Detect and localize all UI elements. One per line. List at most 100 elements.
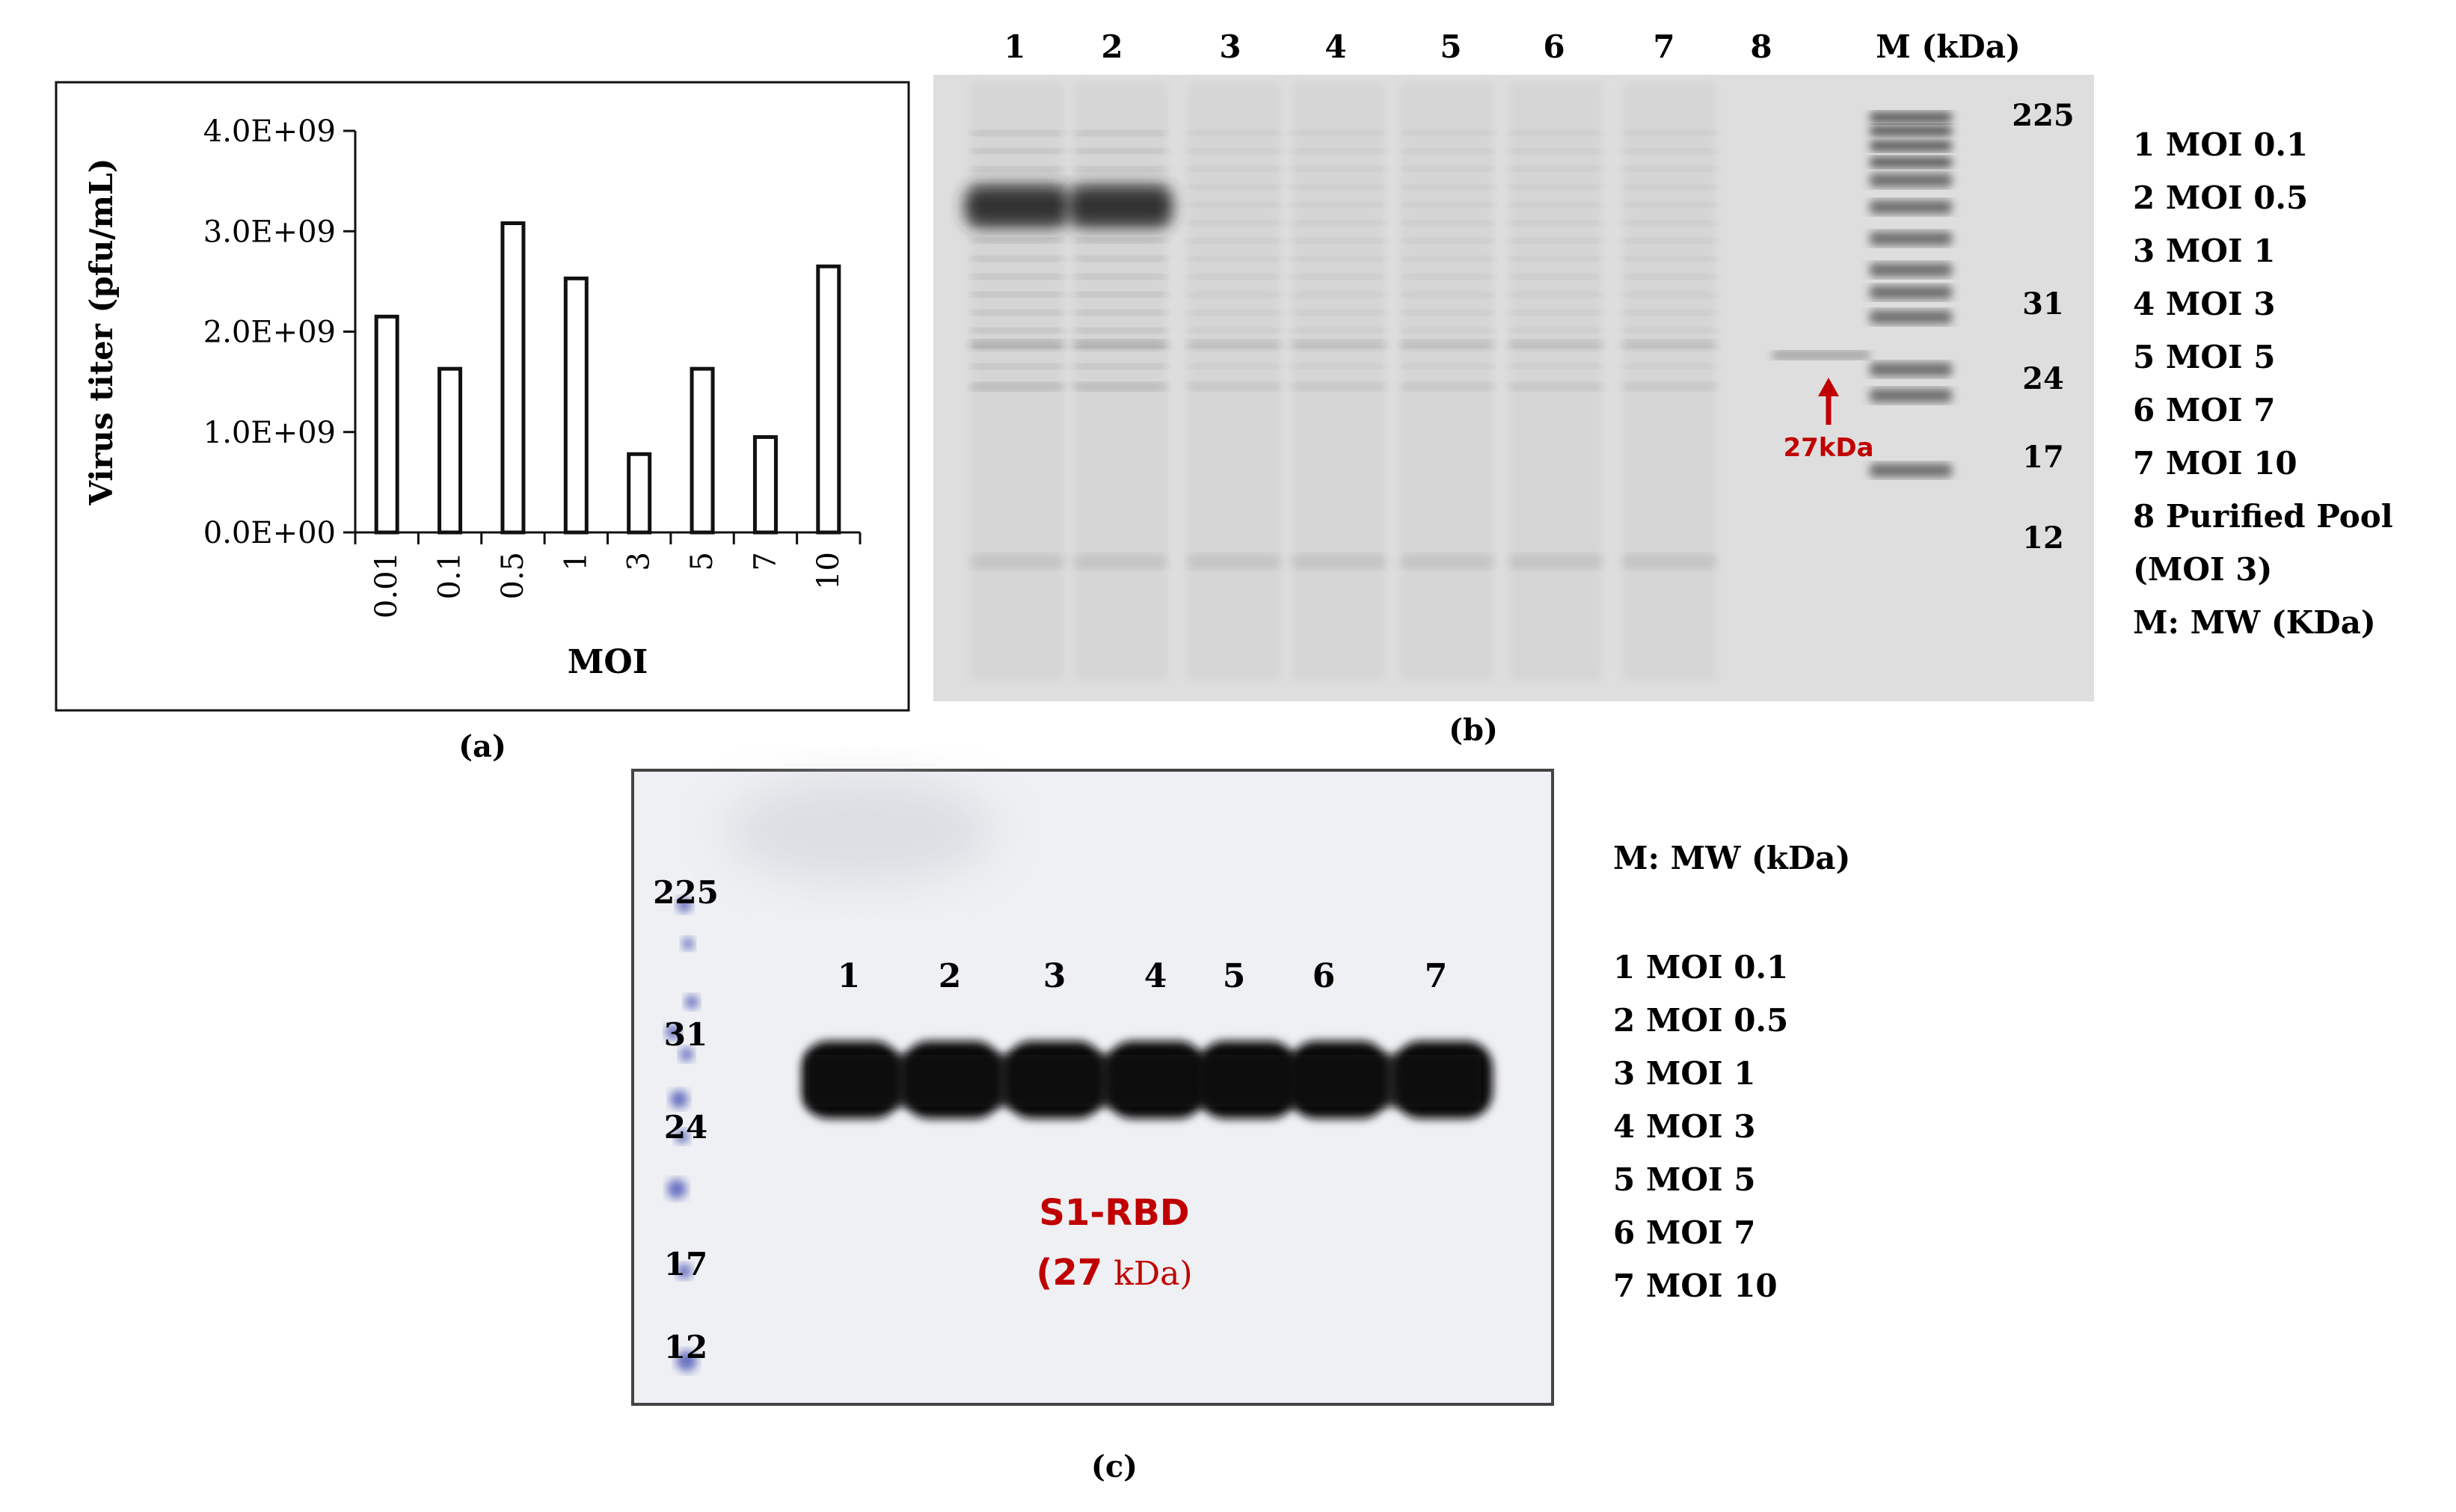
blot-c-legend-item: 3 MOI 1 — [1613, 1055, 1755, 1092]
gel-faint-band — [1292, 185, 1385, 189]
gel-faint-band — [971, 364, 1063, 369]
marker-band — [1870, 286, 1952, 299]
gel-faint-band — [1509, 328, 1602, 333]
marker-dot — [676, 1350, 697, 1371]
panel-c-label: (c) — [1091, 1449, 1138, 1484]
gel-faint-band — [1292, 340, 1385, 348]
gel-faint-band — [1292, 383, 1385, 390]
gel-faint-band — [1074, 149, 1167, 153]
gel-faint-band — [1074, 346, 1167, 351]
gel-faint-band — [1623, 364, 1716, 369]
gel-faint-band — [1074, 239, 1167, 243]
gel-b-legend-item: 7 MOI 10 — [2133, 445, 2297, 482]
panel-a-label: (a) — [458, 729, 506, 764]
panel-a: 0.0E+00 1.0E+09 2.0E+09 3.0E+09 4.0E+09 0.01 0… — [55, 81, 910, 764]
gel-faint-band — [1623, 239, 1716, 243]
blot-c-marker-label: 24 — [664, 1109, 707, 1146]
gel-faint-band — [971, 555, 1063, 568]
gel-b-legend-item: M: MW (KDa) — [2133, 604, 2376, 641]
marker-dot — [667, 1179, 687, 1199]
marker-dot — [675, 1130, 689, 1143]
gel-faint-band — [1401, 274, 1493, 279]
gel-faint-band — [1509, 185, 1602, 189]
y-tick-label: 4.0E+09 — [203, 114, 336, 149]
gel-faint-band — [1188, 364, 1280, 369]
gel-faint-band — [1401, 310, 1493, 315]
marker-band — [1870, 389, 1952, 402]
gel-faint-band — [1188, 149, 1280, 153]
blot-c-legend: M: MW (kDa) 1 MOI 0.1 2 MOI 0.5 3 MOI 1 4 MO… — [1613, 840, 1850, 1304]
gel-faint-band — [1292, 292, 1385, 297]
marker-band — [1870, 141, 1952, 151]
marker-band — [1870, 232, 1952, 245]
gel-faint-band — [1509, 131, 1602, 135]
gel-faint-band — [1509, 346, 1602, 351]
y-tick-label: 0.0E+00 — [203, 516, 336, 550]
bar — [500, 221, 526, 535]
gel-faint-band — [1074, 292, 1167, 297]
gel-faint-band — [1401, 167, 1493, 171]
gel-faint-band — [1074, 310, 1167, 315]
blot-c-legend-item: 2 MOI 0.5 — [1613, 1002, 1788, 1039]
bar — [752, 434, 778, 535]
gel-faint-band — [1188, 256, 1280, 261]
bar — [690, 366, 715, 535]
blot-c-lane-label: 3 — [1043, 957, 1066, 995]
gel-faint-band — [971, 346, 1063, 351]
gel-faint-band — [1292, 346, 1385, 351]
gel-b-legend-item: 8 Purified Pool — [2133, 498, 2393, 535]
band-size-unit: kDa) — [1114, 1255, 1192, 1293]
gel-lane — [1509, 82, 1602, 680]
panel-a-frame — [55, 81, 910, 712]
gel-faint-band — [1292, 364, 1385, 369]
panel-b-label: (b) — [1449, 713, 1498, 748]
blot-c-marker-label: 225 — [653, 874, 719, 911]
gel-b-marker-label: 12 — [2022, 520, 2064, 556]
gel-faint-band — [971, 383, 1063, 390]
gel-faint-band — [1623, 346, 1716, 351]
gel-b-marker-label: 31 — [2022, 286, 2064, 322]
gel-faint-band — [1074, 167, 1167, 171]
gel-faint-band — [1401, 221, 1493, 225]
arrow-up-icon — [1818, 378, 1839, 396]
gel-faint-band — [1623, 256, 1716, 261]
x-tick-label: 1 — [559, 552, 593, 571]
gel-b-lane-label: 7 — [1653, 28, 1674, 65]
gel-b-marker-labels: 225 31 24 17 12 — [2012, 98, 2075, 556]
gel-b-legend-item: 6 MOI 7 — [2133, 392, 2275, 428]
blot-c-content — [666, 778, 1493, 1371]
bar — [627, 452, 652, 535]
gel-strong-band — [1068, 185, 1173, 227]
gel-faint-band — [971, 274, 1063, 279]
marker-band — [1870, 263, 1952, 277]
blot-c-marker-labels: 225 31 24 17 12 — [653, 874, 719, 1365]
gel-faint-band — [1401, 185, 1493, 189]
blot-c-lane-labels: 1 2 3 4 5 6 7 — [838, 957, 1448, 995]
gel-b-legend-item: 5 MOI 5 — [2133, 339, 2275, 375]
gel-b-legend-item: 4 MOI 3 — [2133, 286, 2275, 322]
marker-band — [1870, 363, 1952, 376]
gel-faint-band — [1292, 555, 1385, 568]
gel-faint-band — [1509, 221, 1602, 225]
gel-faint-band — [1188, 239, 1280, 243]
gel-faint-band — [1623, 310, 1716, 315]
arrow-label: 27kDa — [1783, 433, 1873, 463]
gel-faint-band — [1623, 185, 1716, 189]
blot-c-legend-item: M: MW (kDa) — [1613, 840, 1850, 876]
gel-faint-band — [1292, 328, 1385, 333]
blot-c-lane-label: 5 — [1223, 957, 1246, 995]
band-label: S1-RBD — [1039, 1192, 1189, 1234]
blot-c-legend-item: 7 MOI 10 — [1613, 1267, 1778, 1304]
gel-faint-band — [1188, 310, 1280, 315]
gel-b-lane-label: 1 — [1004, 28, 1025, 65]
gel-lane — [1188, 82, 1280, 680]
gel-faint-band — [1292, 167, 1385, 171]
gel-lane — [1623, 82, 1716, 680]
gel-b-legend-item: 2 MOI 0.5 — [2133, 179, 2308, 216]
gel-faint-band — [1509, 167, 1602, 171]
blot-smudge — [725, 778, 995, 882]
gel-b-lane-label: M (kDa) — [1876, 28, 2021, 65]
blot-c-marker-label: 17 — [664, 1246, 707, 1282]
marker-band — [1870, 126, 1952, 136]
